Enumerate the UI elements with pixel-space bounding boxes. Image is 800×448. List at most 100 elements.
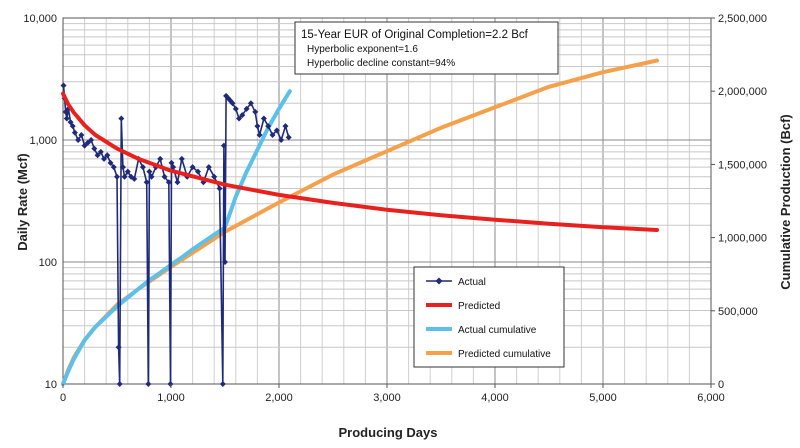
data-point	[69, 123, 76, 130]
data-point	[119, 164, 126, 171]
series-predicted	[61, 91, 659, 232]
data-point	[63, 115, 70, 122]
data-point	[143, 179, 150, 186]
data-point	[94, 152, 101, 159]
y-right-tick-label: 500,000	[718, 306, 758, 318]
axis-ticks: 0 1,000 2,000 3,000 4,000 5,000 6,000 10 100 1,00…	[23, 13, 767, 404]
legend-marker	[435, 277, 443, 285]
data-point	[148, 173, 155, 180]
data-point	[216, 185, 223, 192]
annotation-line-exponent: Hyperbolic exponent=1.6	[307, 44, 418, 55]
data-point	[118, 115, 125, 122]
data-point	[88, 137, 95, 143]
legend-item-predicted: Predicted	[426, 301, 500, 312]
data-point	[269, 131, 276, 138]
data-point	[174, 179, 181, 186]
y-right-tick-label: 1,500,000	[718, 159, 767, 171]
x-tick-label: 5,000	[589, 392, 617, 404]
data-point	[60, 82, 67, 89]
y-left-tick-label: 100	[39, 257, 57, 269]
data-point	[211, 173, 218, 180]
data-point	[146, 168, 153, 175]
legend-item-actual: Actual	[426, 277, 486, 288]
series-line-predicted	[61, 91, 659, 232]
x-tick-label: 2,000	[265, 392, 293, 404]
legend: Actual Predicted Actual cumulative Predicte…	[413, 266, 565, 368]
data-point	[222, 259, 228, 265]
legend-label: Predicted	[458, 301, 500, 312]
legend-label: Actual cumulative	[458, 325, 537, 336]
data-point	[205, 164, 212, 171]
data-point	[265, 123, 272, 130]
data-point	[139, 164, 146, 171]
data-point	[124, 168, 131, 175]
y-right-tick-label: 0	[718, 379, 724, 391]
data-point	[116, 381, 123, 387]
data-point	[67, 119, 74, 126]
data-point	[145, 381, 152, 387]
data-point	[71, 129, 78, 136]
annotation-line-decline: Hyperbolic decline constant=94%	[307, 58, 455, 69]
y-left-tick-label: 10	[45, 379, 57, 391]
data-point	[220, 142, 227, 149]
data-point	[243, 105, 250, 112]
data-point	[189, 164, 196, 171]
data-point	[75, 137, 82, 143]
data-point	[167, 381, 174, 387]
data-point	[282, 123, 289, 130]
legend-item-predicted-cumulative: Predicted cumulative	[426, 349, 551, 360]
data-point	[107, 159, 114, 166]
data-point	[114, 173, 120, 180]
data-point	[195, 168, 201, 175]
data-point	[252, 108, 259, 115]
data-point	[110, 164, 117, 171]
data-point	[178, 155, 185, 162]
y-axis-left-title: Daily Rate (Mcf)	[15, 153, 30, 251]
y-axis-right-title: Cumulative Production (Bcf)	[778, 114, 793, 290]
data-point	[165, 179, 172, 186]
legend-label: Predicted cumulative	[458, 349, 551, 360]
data-point	[170, 164, 177, 171]
data-point	[229, 100, 236, 107]
y-right-tick-label: 2,500,000	[718, 13, 767, 25]
x-axis-title: Producing Days	[339, 425, 438, 440]
data-point	[121, 173, 128, 180]
data-point	[219, 381, 226, 387]
x-tick-label: 6,000	[697, 392, 725, 404]
data-point	[285, 134, 292, 141]
data-point	[131, 175, 138, 182]
data-point	[273, 127, 280, 134]
x-tick-label: 1,000	[157, 392, 185, 404]
data-point	[91, 145, 98, 152]
data-point	[115, 344, 122, 351]
data-point	[247, 100, 254, 107]
y-left-tick-label: 1,000	[29, 135, 57, 147]
y-right-tick-label: 1,000,000	[718, 233, 767, 245]
y-right-tick-label: 2,000,000	[718, 86, 767, 98]
data-point	[236, 115, 243, 122]
data-point	[157, 155, 164, 162]
series-layer	[60, 58, 659, 387]
data-point	[78, 131, 85, 138]
data-point	[232, 105, 239, 112]
y-left-tick-label: 10,000	[23, 13, 57, 25]
annotation-title: 15-Year EUR of Original Completion=2.2 B…	[301, 29, 529, 41]
x-tick-label: 4,000	[481, 392, 509, 404]
annotation-box: 15-Year EUR of Original Completion=2.2 B…	[294, 21, 559, 75]
data-point	[260, 115, 267, 122]
data-point	[161, 173, 168, 180]
data-point	[254, 123, 261, 130]
data-point	[239, 112, 246, 119]
annotation-frame	[294, 21, 559, 75]
data-point	[278, 137, 285, 143]
data-point	[104, 152, 111, 159]
data-point	[97, 148, 104, 155]
data-point	[81, 142, 88, 149]
legend-label: Actual	[458, 277, 486, 288]
legend-item-actual-cumulative: Actual cumulative	[426, 325, 537, 336]
x-tick-label: 3,000	[373, 392, 401, 404]
data-point	[256, 131, 263, 138]
x-tick-label: 0	[60, 392, 66, 404]
